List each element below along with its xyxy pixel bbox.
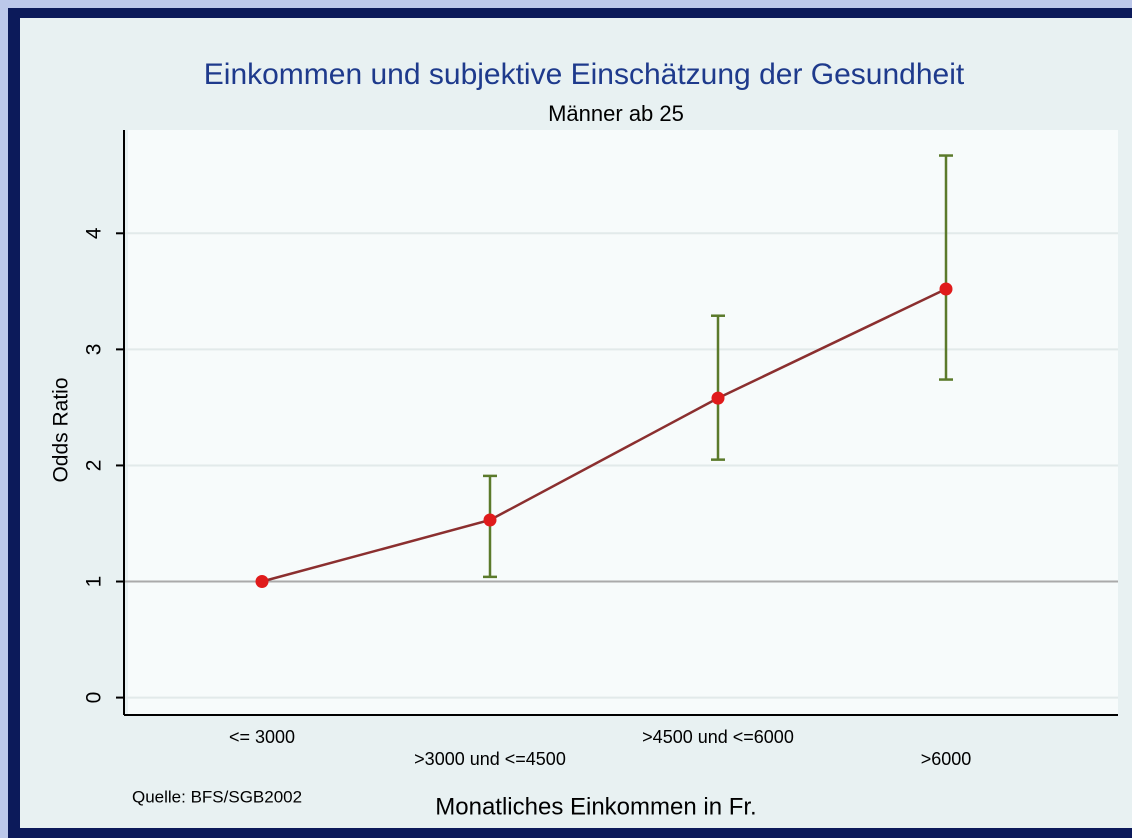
y-tick-label: 3 [83, 344, 106, 356]
y-tick-label: 2 [83, 460, 106, 472]
x-tick-label: >6000 [921, 749, 972, 769]
y-tick-label: 4 [83, 227, 106, 239]
data-point [711, 391, 725, 405]
plot-area [128, 130, 1118, 715]
x-tick-label: <= 3000 [229, 727, 295, 747]
data-line [261, 287, 947, 583]
y-tick-label: 0 [83, 692, 106, 704]
y-axis-title: Odds Ratio [50, 377, 73, 482]
x-tick-label: >4500 und <=6000 [642, 727, 794, 747]
y-tick-label: 1 [83, 576, 106, 588]
chart-title: Einkommen und subjektive Einschätzung de… [204, 58, 965, 91]
data-point [483, 513, 497, 527]
data-point [939, 282, 953, 296]
x-axis-title: Monatliches Einkommen in Fr. [435, 793, 756, 820]
x-tick-label: >3000 und <=4500 [414, 749, 566, 769]
chart-subtitle: Männer ab 25 [548, 101, 684, 126]
source-note: Quelle: BFS/SGB2002 [132, 787, 302, 806]
data-point [255, 575, 269, 589]
